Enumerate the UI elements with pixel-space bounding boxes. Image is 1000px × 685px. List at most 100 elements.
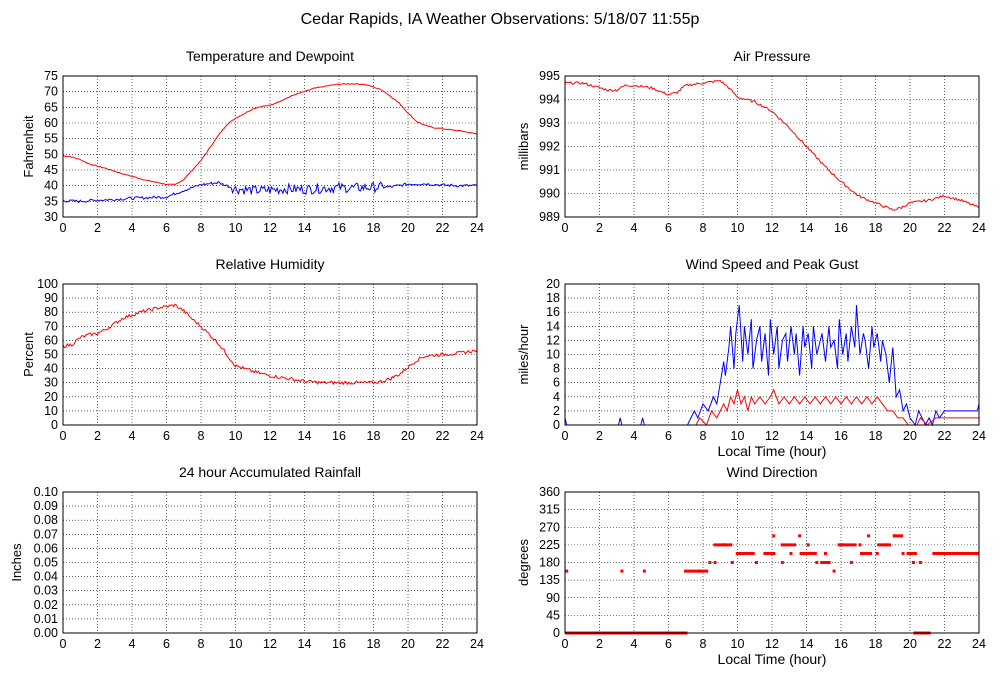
x-tick-label: 8 — [198, 429, 205, 443]
x-tick-label: 2 — [596, 637, 603, 651]
x-tick-label: 16 — [834, 429, 848, 443]
x-tick-label: 10 — [229, 429, 243, 443]
y-tick-label: 0.05 — [34, 556, 58, 570]
x-tick-label: 16 — [834, 221, 848, 235]
series-line-1 — [565, 388, 979, 426]
y-tick-label: 70 — [44, 85, 58, 99]
x-tick-label: 10 — [731, 637, 745, 651]
direction-run — [735, 551, 755, 555]
series-line-0 — [62, 82, 478, 186]
y-tick-label: 0 — [553, 418, 560, 432]
y-axis-label: miles/hour — [516, 324, 531, 385]
data-point — [849, 561, 853, 564]
x-tick-label: 24 — [972, 429, 986, 443]
y-tick-label: 4 — [553, 390, 560, 404]
data-point — [867, 534, 871, 538]
series-line-0 — [564, 79, 980, 211]
data-point — [806, 543, 810, 547]
series-0 — [565, 534, 922, 573]
x-tick-label: 14 — [298, 637, 312, 651]
y-tick-label: 991 — [539, 163, 560, 177]
x-tick-label: 12 — [765, 221, 779, 235]
x-tick-label: 0 — [562, 221, 569, 235]
y-tick-label: 45 — [546, 608, 560, 622]
series-line-1 — [62, 181, 478, 204]
x-tick-label: 8 — [700, 637, 707, 651]
y-tick-label: 30 — [44, 376, 58, 390]
x-tick-label: 18 — [367, 429, 381, 443]
series-line-0 — [564, 305, 980, 427]
page-title: Cedar Rapids, IA Weather Observations: 5… — [301, 11, 700, 28]
x-tick-label: 8 — [700, 221, 707, 235]
chart-title: Wind Direction — [726, 464, 817, 480]
x-tick-label: 14 — [800, 429, 814, 443]
x-tick-label: 8 — [198, 637, 205, 651]
x-tick-label: 16 — [332, 429, 346, 443]
x-tick-label: 22 — [938, 221, 952, 235]
plot-frame — [564, 75, 980, 218]
x-tick-label: 12 — [263, 637, 277, 651]
x-tick-label: 16 — [834, 637, 848, 651]
x-tick-label: 0 — [60, 637, 67, 651]
x-tick-label: 2 — [94, 637, 101, 651]
y-axis-label: Inches — [9, 543, 24, 582]
data-point — [911, 561, 915, 564]
x-tick-label: 2 — [596, 429, 603, 443]
data-point — [620, 569, 624, 573]
x-tick-label: 8 — [700, 429, 707, 443]
direction-run — [859, 551, 873, 555]
x-tick-label: 6 — [163, 221, 170, 235]
data-point — [780, 561, 784, 564]
data-point — [823, 551, 827, 555]
x-tick-label: 24 — [972, 637, 986, 651]
x-tick-label: 4 — [129, 429, 136, 443]
x-tick-label: 20 — [903, 221, 917, 235]
plot-frame — [62, 491, 478, 634]
y-tick-label: 992 — [539, 140, 560, 154]
data-point — [918, 561, 922, 564]
x-tick-label: 4 — [129, 221, 136, 235]
y-tick-label: 65 — [44, 100, 58, 114]
y-tick-label: 270 — [539, 520, 560, 534]
x-tick-label: 24 — [470, 637, 484, 651]
x-tick-label: 18 — [367, 221, 381, 235]
y-tick-label: 0.01 — [34, 612, 58, 626]
y-axis-label: Percent — [21, 332, 36, 377]
y-tick-label: 0 — [553, 626, 560, 640]
x-tick-label: 14 — [298, 429, 312, 443]
y-axis-label: Fahrenheit — [21, 115, 36, 178]
y-tick-label: 0 — [51, 418, 58, 432]
series-line-0 — [62, 303, 478, 386]
x-tick-label: 10 — [229, 221, 243, 235]
y-tick-label: 989 — [539, 210, 560, 224]
y-tick-label: 994 — [539, 93, 560, 107]
y-tick-label: 135 — [539, 573, 560, 587]
data-point — [713, 561, 717, 564]
data-point — [858, 543, 862, 547]
plot-frame — [564, 491, 980, 634]
x-tick-label: 22 — [436, 429, 450, 443]
x-tick-label: 16 — [332, 637, 346, 651]
chart-title: Air Pressure — [733, 48, 810, 64]
x-tick-label: 4 — [129, 637, 136, 651]
y-tick-label: 995 — [539, 69, 560, 83]
plot-frame — [62, 283, 478, 426]
x-tick-label: 20 — [401, 637, 415, 651]
x-tick-label: 20 — [401, 221, 415, 235]
x-tick-label: 4 — [631, 429, 638, 443]
x-tick-label: 18 — [869, 637, 883, 651]
chart-title: 24 hour Accumulated Rainfall — [179, 464, 361, 480]
x-tick-label: 0 — [562, 429, 569, 443]
y-tick-label: 225 — [539, 538, 560, 552]
x-tick-label: 6 — [665, 637, 672, 651]
x-tick-label: 18 — [367, 637, 381, 651]
x-tick-label: 14 — [298, 221, 312, 235]
x-tick-label: 2 — [94, 221, 101, 235]
y-tick-label: 0.04 — [34, 570, 58, 584]
y-tick-label: 0.00 — [34, 626, 58, 640]
y-tick-label: 360 — [539, 485, 560, 499]
data-point — [832, 569, 836, 573]
x-tick-label: 6 — [163, 429, 170, 443]
y-tick-label: 55 — [44, 132, 58, 146]
y-tick-label: 75 — [44, 69, 58, 83]
